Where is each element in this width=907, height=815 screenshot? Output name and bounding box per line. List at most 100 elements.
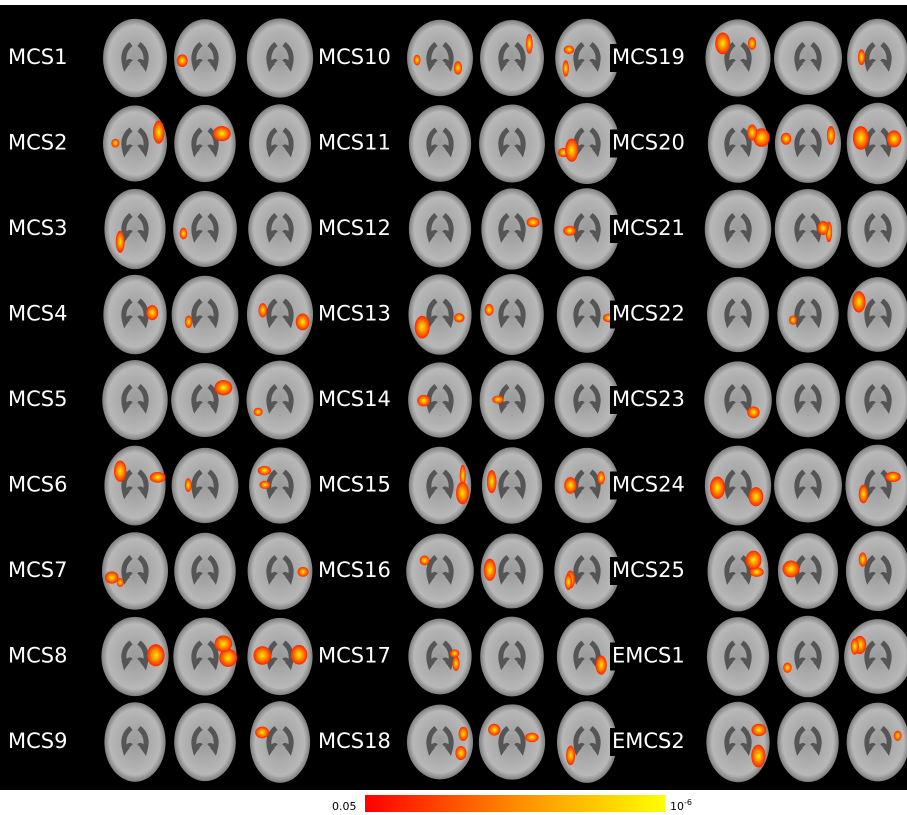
label-backdrop	[610, 386, 700, 414]
ventricle	[426, 298, 454, 329]
ventricle	[121, 298, 149, 329]
brain-slice	[174, 19, 236, 97]
activation	[715, 32, 731, 55]
activation	[297, 566, 309, 577]
ventricle	[864, 640, 892, 671]
activation	[295, 313, 310, 331]
activation	[852, 291, 866, 313]
ventricle	[498, 42, 526, 72]
label-backdrop	[6, 129, 96, 158]
ventricle	[498, 384, 526, 414]
ventricle	[724, 42, 752, 72]
label-backdrop	[610, 129, 700, 158]
activation	[153, 120, 165, 144]
panel: MCS12	[316, 188, 620, 270]
activation	[255, 726, 270, 739]
subject-label: MCS5	[8, 387, 67, 411]
panel: MCS25	[610, 530, 907, 612]
ventricle	[573, 555, 601, 585]
subject-label: MCS17	[318, 644, 391, 668]
ventricle	[498, 213, 526, 243]
ventricle	[121, 726, 149, 756]
brain-slice	[406, 533, 474, 609]
brain-slice	[706, 701, 770, 783]
panel: MCS8	[6, 616, 313, 697]
panel: EMCS1	[610, 615, 907, 698]
label-backdrop	[6, 728, 96, 756]
ventricle	[266, 555, 294, 585]
panel: MCS20	[610, 102, 907, 185]
ventricle	[266, 469, 294, 500]
brain-slice	[406, 704, 474, 780]
activation	[149, 472, 166, 483]
brain-slice	[846, 702, 907, 782]
subject-label: MCS13	[318, 302, 391, 326]
panel: MCS16	[316, 532, 620, 610]
activation	[886, 130, 902, 148]
subject-label: MCS12	[318, 216, 391, 240]
brain-slice	[774, 448, 842, 523]
colorbar-max-exponent: -6	[684, 798, 692, 807]
panel: MCS21	[610, 188, 907, 270]
panel: MCS6	[6, 445, 311, 526]
brain-slice	[171, 275, 239, 354]
brain-slice	[554, 102, 620, 185]
panel: MCS24	[610, 444, 907, 527]
ventricle	[426, 555, 454, 585]
brain-slice	[174, 532, 236, 610]
brain-slice	[705, 19, 771, 97]
brain-slice	[408, 362, 472, 438]
ventricle	[864, 555, 892, 585]
brain-slice	[246, 274, 314, 355]
activation	[184, 478, 192, 492]
label-backdrop	[316, 386, 406, 414]
activation	[747, 124, 758, 141]
ventricle	[498, 469, 526, 500]
activation	[525, 33, 533, 54]
label-backdrop	[316, 471, 406, 500]
panel: MCS3	[6, 188, 312, 270]
brain-slice	[103, 274, 167, 355]
ventricle	[191, 384, 219, 414]
brain-slice	[777, 615, 839, 698]
subject-label: MCS22	[612, 302, 685, 326]
brain-slice	[247, 617, 313, 696]
panel: MCS15	[316, 446, 620, 525]
subject-label: MCS11	[318, 131, 391, 155]
activation	[562, 60, 569, 77]
brain-slice	[556, 276, 618, 353]
ventricle	[266, 42, 294, 72]
activation	[111, 138, 120, 148]
brain-slice	[408, 105, 472, 182]
activation	[455, 745, 467, 761]
ventricle	[266, 640, 294, 671]
brain-slice	[847, 277, 907, 352]
label-backdrop	[316, 642, 406, 671]
label-backdrop	[610, 471, 700, 500]
brain-slice	[774, 104, 842, 183]
brain-slice	[102, 360, 168, 440]
label-backdrop	[610, 215, 700, 243]
subject-label: EMCS1	[612, 644, 685, 668]
activation	[417, 394, 430, 407]
brain-slice	[174, 702, 236, 782]
subject-label: MCS18	[318, 729, 391, 753]
ventricle	[794, 213, 822, 243]
colorbar-max-base: 10	[670, 800, 684, 813]
brain-slice	[776, 362, 840, 438]
ventricle	[573, 298, 601, 329]
ventricle	[794, 555, 822, 585]
colorbar	[365, 795, 665, 812]
panel: MCS5	[6, 360, 314, 440]
activation	[893, 730, 902, 741]
activation	[852, 126, 869, 150]
ventricle	[498, 640, 526, 671]
subject-label: MCS6	[8, 473, 67, 497]
brain-slice	[249, 701, 311, 783]
brain-slice	[777, 701, 839, 783]
ventricle	[266, 726, 294, 756]
activation	[115, 230, 125, 253]
activation	[745, 550, 762, 570]
ventricle	[724, 640, 752, 671]
panel: MCS9	[6, 701, 311, 783]
